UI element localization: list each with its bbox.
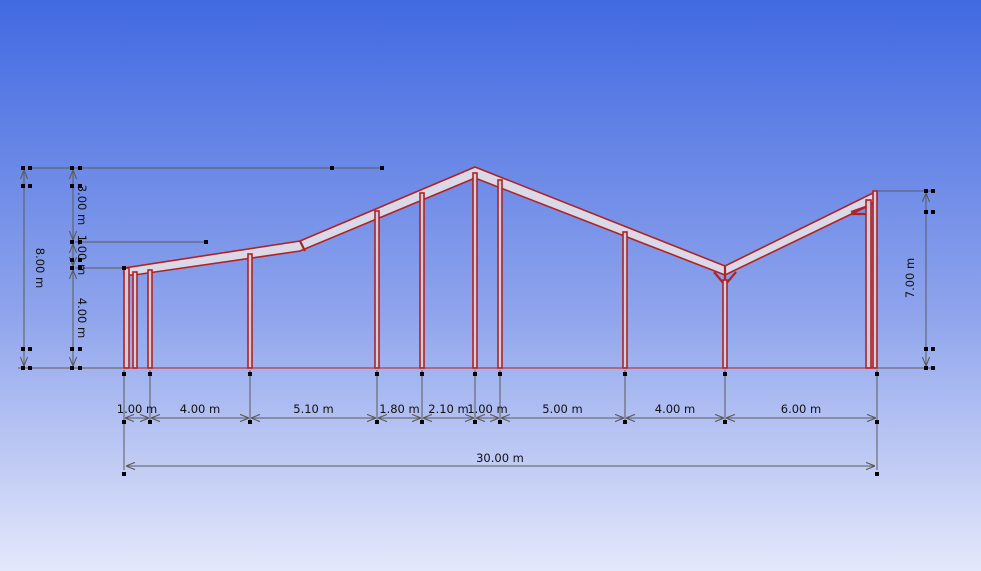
dim-segment-label: 1.00 m: [117, 402, 157, 416]
column: [722, 279, 728, 369]
column: [865, 199, 872, 369]
column: [247, 253, 253, 369]
column: [497, 179, 503, 369]
dim-segment-label: 5.00 m: [542, 402, 582, 416]
columns[interactable]: [123, 172, 878, 369]
column: [622, 231, 628, 369]
dim-left-middle: 1.00 m: [75, 235, 89, 275]
column: [132, 271, 138, 369]
dim-segment-label: 4.00 m: [655, 402, 695, 416]
dim-left-bottom: 4.00 m: [75, 298, 89, 338]
dim-segment-label: 5.10 m: [293, 402, 333, 416]
dim-left-total: 8.00 m: [33, 248, 47, 288]
column: [472, 172, 478, 369]
dim-segment-label: 4.00 m: [180, 402, 220, 416]
column: [147, 269, 153, 369]
dim-segment-label: 6.00 m: [781, 402, 821, 416]
column: [419, 192, 425, 369]
column: [374, 210, 380, 369]
dim-segment-label: 2.10 m: [428, 402, 468, 416]
bottom-dimensions[interactable]: 1.00 m 4.00 m 5.10 m 1.80 m 2.10 m1.00 m 5.00…: [117, 370, 879, 476]
column: [123, 267, 130, 369]
dim-total-width: 30.00 m: [476, 451, 524, 465]
column: [872, 190, 878, 369]
dim-right-height: 7.00 m: [903, 258, 917, 298]
left-dimensions[interactable]: 8.00 m 3.00 m 1.00 m 4.00 m: [18, 166, 384, 370]
dim-segment-label: 1.00 m: [467, 402, 507, 416]
dim-segment-label: 1.80 m: [379, 402, 419, 416]
dim-left-top: 3.00 m: [75, 185, 89, 225]
right-dimension[interactable]: 7.00 m: [877, 189, 935, 370]
